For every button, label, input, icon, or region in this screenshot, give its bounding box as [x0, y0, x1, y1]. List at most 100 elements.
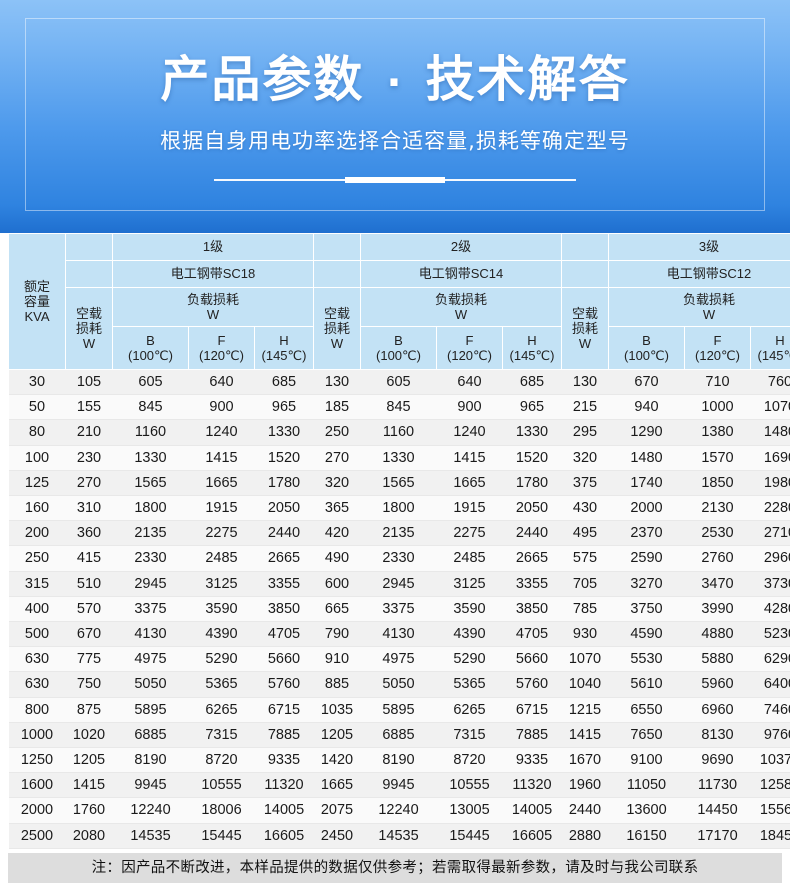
- cell-rated-capacity: 80: [9, 420, 66, 445]
- header-no-load-loss-1: 空载 损耗 W: [66, 288, 113, 370]
- table-row: 5015584590096518584590096521594010001070: [9, 395, 790, 420]
- table-cell: 705: [562, 571, 609, 596]
- table-cell: 8190: [361, 748, 437, 773]
- page-banner: 产品参数·技术解答 根据自身用电功率选择合适容量,损耗等确定型号: [0, 0, 790, 233]
- table-cell: 6885: [361, 722, 437, 747]
- table-cell: 1690: [751, 445, 790, 470]
- table-cell: 1980: [751, 470, 790, 495]
- table-cell: 885: [314, 672, 361, 697]
- table-cell: 6400: [751, 672, 790, 697]
- table-cell: 2330: [361, 546, 437, 571]
- cell-rated-capacity: 400: [9, 596, 66, 621]
- header-level-2: 2级: [361, 234, 562, 261]
- banner-content: 产品参数·技术解答 根据自身用电功率选择合适容量,损耗等确定型号: [0, 0, 790, 233]
- load-loss-line1: 负载损耗: [435, 292, 487, 307]
- table-cell: 3590: [189, 596, 255, 621]
- table-cell: 2945: [361, 571, 437, 596]
- table-cell: 2440: [562, 798, 609, 823]
- table-cell: 9945: [113, 773, 189, 798]
- table-cell: 1480: [609, 445, 685, 470]
- table-cell: 1330: [255, 420, 314, 445]
- table-cell: 1915: [189, 496, 255, 521]
- table-cell: 640: [437, 370, 503, 395]
- table-cell: 8190: [113, 748, 189, 773]
- header-temp-1-B: B (100℃): [113, 327, 189, 370]
- table-cell: 710: [685, 370, 751, 395]
- table-cell: 2280: [751, 496, 790, 521]
- table-cell: 940: [609, 395, 685, 420]
- table-cell: 2135: [361, 521, 437, 546]
- table-cell: 14005: [503, 798, 562, 823]
- cell-rated-capacity: 2000: [9, 798, 66, 823]
- page-title: 产品参数·技术解答: [160, 55, 629, 104]
- temp-value: (100℃): [376, 348, 421, 363]
- temp-value: (120℃): [695, 348, 740, 363]
- table-cell: 1420: [314, 748, 361, 773]
- table-cell: 665: [314, 596, 361, 621]
- table-cell: 12240: [113, 798, 189, 823]
- rated-capacity-line1: 额定: [24, 279, 50, 294]
- spec-table-wrapper: 额定 容量 KVA 1级 2级 3级 电工钢带SC18 电工钢带SC14: [0, 233, 790, 883]
- cell-rated-capacity: 160: [9, 496, 66, 521]
- table-cell: 15445: [189, 823, 255, 848]
- table-cell: 4280: [751, 596, 790, 621]
- table-cell: 490: [314, 546, 361, 571]
- header-blank-g3: [562, 234, 609, 261]
- table-cell: 5960: [685, 672, 751, 697]
- no-load-line3: W: [331, 336, 343, 351]
- table-cell: 18450: [751, 823, 790, 848]
- table-cell: 1070: [562, 647, 609, 672]
- table-cell: 415: [66, 546, 113, 571]
- temp-class: F: [218, 333, 226, 348]
- cell-rated-capacity: 1000: [9, 722, 66, 747]
- table-cell: 5660: [255, 647, 314, 672]
- table-cell: 2370: [609, 521, 685, 546]
- table-cell: 4975: [361, 647, 437, 672]
- footer-note: 注：因产品不断改进，本样品提供的数据仅供参考；若需取得最新参数，请及时与我公司联…: [8, 853, 782, 883]
- table-cell: 16605: [503, 823, 562, 848]
- table-cell: 10555: [437, 773, 503, 798]
- table-cell: 1520: [503, 445, 562, 470]
- header-temp-3-F: F (120℃): [685, 327, 751, 370]
- header-blank-g2: [314, 234, 361, 261]
- no-load-line3: W: [579, 336, 591, 351]
- header-row-lossgroup: 空载 损耗 W 负载损耗 W 空载 损耗 W 负载损耗: [9, 288, 790, 327]
- table-cell: 320: [314, 470, 361, 495]
- spec-table: 额定 容量 KVA 1级 2级 3级 电工钢带SC18 电工钢带SC14: [8, 233, 790, 849]
- table-cell: 4390: [437, 622, 503, 647]
- cell-rated-capacity: 500: [9, 622, 66, 647]
- table-cell: 2665: [255, 546, 314, 571]
- table-cell: 1480: [751, 420, 790, 445]
- table-cell: 1565: [113, 470, 189, 495]
- table-cell: 2440: [255, 521, 314, 546]
- table-cell: 1415: [66, 773, 113, 798]
- table-cell: 8720: [189, 748, 255, 773]
- table-cell: 495: [562, 521, 609, 546]
- table-cell: 15445: [437, 823, 503, 848]
- table-cell: 2050: [255, 496, 314, 521]
- table-cell: 5880: [685, 647, 751, 672]
- header-temp-3-H: H (145℃): [751, 327, 790, 370]
- table-cell: 6885: [113, 722, 189, 747]
- table-cell: 790: [314, 622, 361, 647]
- table-cell: 1160: [113, 420, 189, 445]
- table-cell: 1850: [685, 470, 751, 495]
- temp-class: F: [466, 333, 474, 348]
- table-cell: 1665: [437, 470, 503, 495]
- table-cell: 2710: [751, 521, 790, 546]
- table-cell: 12240: [361, 798, 437, 823]
- no-load-line2: 损耗: [572, 321, 598, 336]
- table-cell: 9335: [503, 748, 562, 773]
- table-cell: 2440: [503, 521, 562, 546]
- table-cell: 1665: [189, 470, 255, 495]
- header-rated-capacity: 额定 容量 KVA: [9, 234, 66, 370]
- cell-rated-capacity: 1600: [9, 773, 66, 798]
- table-cell: 365: [314, 496, 361, 521]
- table-cell: 1520: [255, 445, 314, 470]
